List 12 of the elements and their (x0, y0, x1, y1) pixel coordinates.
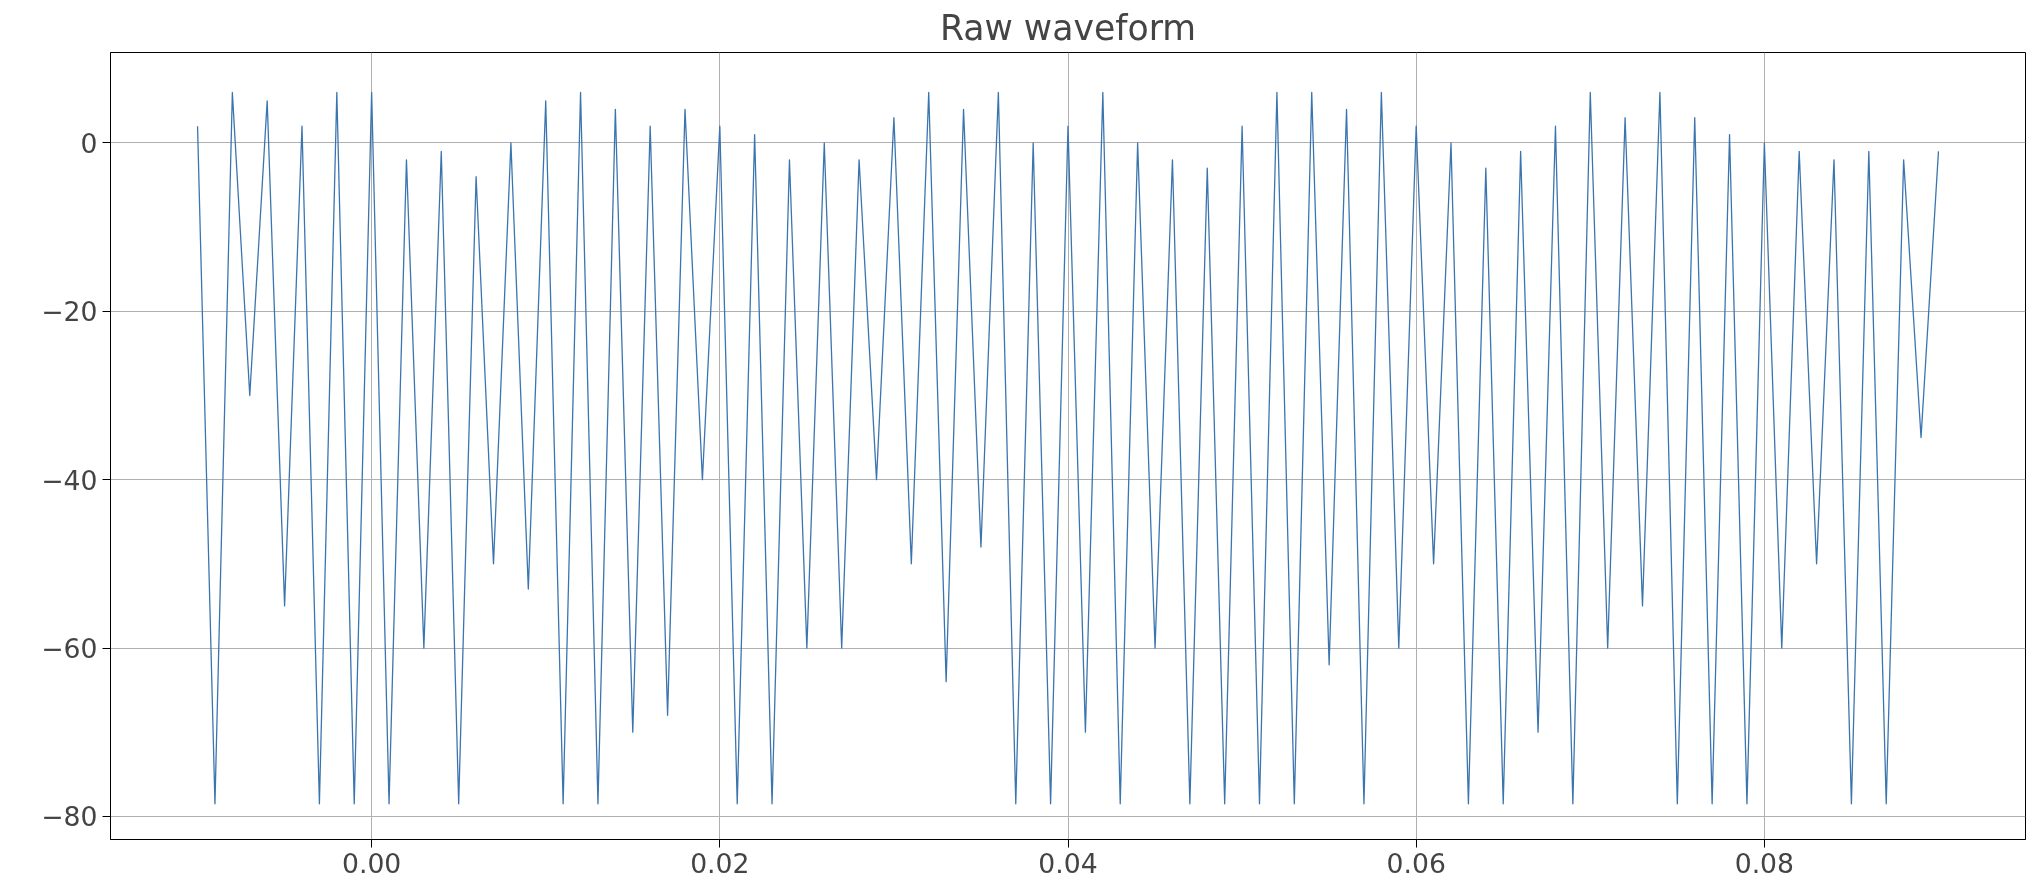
y-tick-label: 0 (80, 127, 98, 159)
y-tick-label: −40 (41, 464, 98, 496)
x-tick-label: 0.04 (1038, 847, 1098, 879)
y-tick-label: −60 (41, 633, 98, 665)
y-tick-label: −20 (41, 296, 98, 328)
x-tick-label: 0.02 (690, 847, 750, 879)
y-tick-label: −80 (41, 801, 98, 833)
chart-title: Raw waveform (939, 7, 1197, 48)
x-tick-label: 0.00 (341, 847, 402, 879)
line-series (196, 91, 1940, 805)
x-tick-label: 0.08 (1734, 847, 1795, 879)
x-tick-label: 0.06 (1386, 847, 1446, 879)
